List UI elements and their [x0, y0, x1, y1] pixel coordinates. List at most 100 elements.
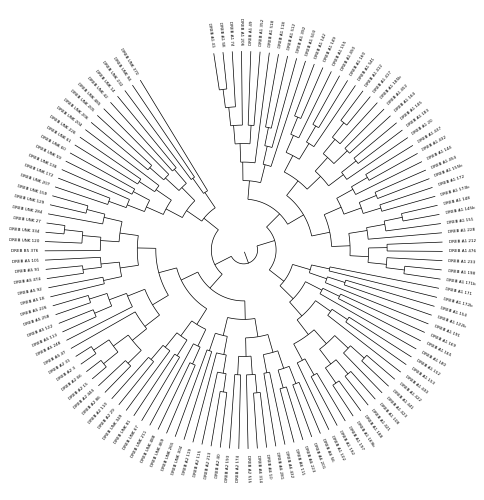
Text: DREB A1 152: DREB A1 152 — [415, 358, 439, 376]
Text: DREB A1 412: DREB A1 412 — [364, 63, 384, 87]
Text: DREB A1 49: DREB A1 49 — [248, 20, 254, 46]
Text: DREB A1 154: DREB A1 154 — [439, 306, 466, 318]
Text: DREB A1 164: DREB A1 164 — [393, 92, 415, 113]
Text: DREB UNK 60: DREB UNK 60 — [40, 134, 66, 152]
Text: DREB A2 29: DREB A2 29 — [98, 408, 116, 430]
Text: DREB A6 111: DREB A6 111 — [293, 448, 303, 475]
Text: DREB UNK 349: DREB UNK 349 — [103, 414, 124, 441]
Text: DREB A1 155: DREB A1 155 — [332, 41, 347, 67]
Text: DREB A5 474: DREB A5 474 — [14, 278, 41, 285]
Text: DREB A1 228: DREB A1 228 — [447, 228, 474, 234]
Text: DREB A1 191: DREB A1 191 — [432, 324, 459, 338]
Text: DREB B5 376: DREB B5 376 — [11, 249, 39, 253]
Text: DREB A1 20: DREB A1 20 — [411, 118, 433, 136]
Text: DREB A2 444: DREB A2 444 — [73, 388, 95, 410]
Text: DREB A1 153: DREB A1 153 — [409, 366, 434, 386]
Text: DREB A2 31: DREB A2 31 — [48, 358, 72, 374]
Text: DREB UNK 61: DREB UNK 61 — [45, 126, 71, 144]
Text: DREB UNK 94: DREB UNK 94 — [112, 56, 131, 82]
Text: DREB A1 188: DREB A1 188 — [362, 414, 381, 439]
Text: DREB UNK 207: DREB UNK 207 — [20, 174, 50, 187]
Text: DREB A1 198: DREB A1 198 — [447, 268, 474, 275]
Text: DREB UNK 226: DREB UNK 226 — [48, 115, 76, 136]
Text: DREB A2 115: DREB A2 115 — [193, 450, 202, 477]
Text: DREB A1 102: DREB A1 102 — [329, 434, 344, 460]
Text: DREB A1 108: DREB A1 108 — [377, 402, 398, 425]
Text: DREB A1 171b: DREB A1 171b — [445, 278, 475, 286]
Text: DREB A6 314: DREB A6 314 — [255, 454, 261, 481]
Text: DREB UNK 488: DREB UNK 488 — [140, 434, 157, 463]
Text: DREB A1 352: DREB A1 352 — [258, 18, 264, 46]
Text: DREB A1 160: DREB A1 160 — [348, 51, 366, 76]
Text: DREB A1 172b: DREB A1 172b — [441, 297, 471, 308]
Text: DREB A5 92: DREB A5 92 — [18, 287, 43, 296]
Text: DREB A5 258: DREB A5 258 — [23, 314, 50, 328]
Text: DREB A2 110: DREB A2 110 — [88, 402, 109, 425]
Text: DREB A1 155b: DREB A1 155b — [433, 164, 463, 178]
Text: DREB A2 515: DREB A2 515 — [246, 455, 250, 482]
Text: DREB UNK 129: DREB UNK 129 — [14, 194, 45, 205]
Text: DREB A1 503: DREB A1 503 — [305, 28, 317, 56]
Text: DREB A2 40: DREB A2 40 — [214, 454, 221, 478]
Text: DREB UNK 136: DREB UNK 136 — [28, 153, 57, 169]
Text: DREB A1 145: DREB A1 145 — [399, 100, 423, 120]
Text: DREB A1 169b: DREB A1 169b — [354, 420, 374, 447]
Text: DREB UNK 81: DREB UNK 81 — [113, 420, 132, 445]
Text: DREB A1 172: DREB A1 172 — [437, 175, 464, 188]
Text: DREB A6 56: DREB A6 56 — [320, 438, 333, 462]
Text: DREB A1 437: DREB A1 437 — [416, 126, 441, 144]
Text: DREB A5 18: DREB A5 18 — [20, 296, 45, 306]
Text: DREB A1 441: DREB A1 441 — [391, 389, 413, 410]
Text: DREB UNK 265: DREB UNK 265 — [160, 442, 175, 472]
Text: DREB A1 144: DREB A1 144 — [425, 145, 452, 160]
Text: DREB A1 122b: DREB A1 122b — [436, 316, 465, 329]
Text: DREB A5 248: DREB A5 248 — [36, 342, 62, 357]
Text: DREB UNK 27: DREB UNK 27 — [13, 216, 41, 224]
Text: DREB A1 233: DREB A1 233 — [447, 259, 475, 264]
Text: DREB A1 541: DREB A1 541 — [356, 57, 375, 82]
Text: DREB A1 41: DREB A1 41 — [207, 23, 214, 48]
Text: DREB A5 113: DREB A5 113 — [31, 332, 58, 347]
Text: DREB A1 423: DREB A1 423 — [384, 396, 406, 418]
Text: DREB A2 119: DREB A2 119 — [182, 448, 193, 475]
Text: DREB A1 180: DREB A1 180 — [420, 350, 445, 367]
Text: DREB A1 454: DREB A1 454 — [430, 155, 456, 170]
Text: DREB UNK 120: DREB UNK 120 — [9, 238, 39, 244]
Text: DREB A6 432: DREB A6 432 — [284, 450, 293, 477]
Text: DREB A5 101: DREB A5 101 — [12, 258, 39, 264]
Text: DREB A5 47: DREB A5 47 — [43, 350, 66, 366]
Text: DREB A6 281: DREB A6 281 — [274, 452, 283, 479]
Text: DREB A1 392: DREB A1 392 — [296, 26, 307, 53]
Text: DREB A2 66: DREB A2 66 — [60, 374, 83, 392]
Text: DREB UNK 206: DREB UNK 206 — [62, 98, 88, 120]
Text: DREB A1 74: DREB A1 74 — [228, 21, 233, 46]
Text: DREB A1 212: DREB A1 212 — [448, 239, 475, 244]
Text: DREB UNK 370: DREB UNK 370 — [119, 48, 138, 76]
Text: DREB A5 226: DREB A5 226 — [20, 306, 47, 317]
Text: DREB A1 430: DREB A1 430 — [404, 374, 427, 394]
Text: DREB A2 3: DREB A2 3 — [57, 366, 77, 382]
Text: DREB A1 452: DREB A1 452 — [386, 84, 408, 106]
Text: DREB UNK 67: DREB UNK 67 — [122, 425, 140, 451]
Text: DREB UNK 304: DREB UNK 304 — [171, 445, 184, 475]
Text: DREB A6 201: DREB A6 201 — [311, 442, 324, 469]
Text: DREB A1 165: DREB A1 165 — [424, 342, 450, 357]
Text: DREB A1 422: DREB A1 422 — [397, 382, 421, 402]
Text: DREB A1 171: DREB A1 171 — [443, 288, 471, 296]
Text: DREB A1 169: DREB A1 169 — [428, 333, 455, 348]
Text: DREB A5 122: DREB A5 122 — [27, 324, 54, 338]
Text: DREB UNK 232: DREB UNK 232 — [101, 60, 122, 87]
Text: DREB A1 197: DREB A1 197 — [346, 425, 363, 450]
Text: DREB A2 15: DREB A2 15 — [67, 382, 89, 400]
Text: DREB A6 223: DREB A6 223 — [302, 445, 314, 472]
Text: DREB A1 417: DREB A1 417 — [372, 70, 392, 93]
Text: DREB A1 173b: DREB A1 173b — [439, 184, 469, 196]
Text: DREB A2 86: DREB A2 86 — [82, 396, 102, 416]
Text: DREB A1 118: DREB A1 118 — [277, 22, 286, 48]
Text: DREB A1 476: DREB A1 476 — [448, 250, 475, 254]
Text: DREB UNK 42: DREB UNK 42 — [86, 76, 108, 99]
Text: DREB A1 148: DREB A1 148 — [442, 196, 469, 206]
Text: DREB A2 213: DREB A2 213 — [203, 452, 212, 479]
Text: DREB A1 432: DREB A1 432 — [421, 136, 447, 152]
Text: DREB UNK 485: DREB UNK 485 — [76, 82, 101, 106]
